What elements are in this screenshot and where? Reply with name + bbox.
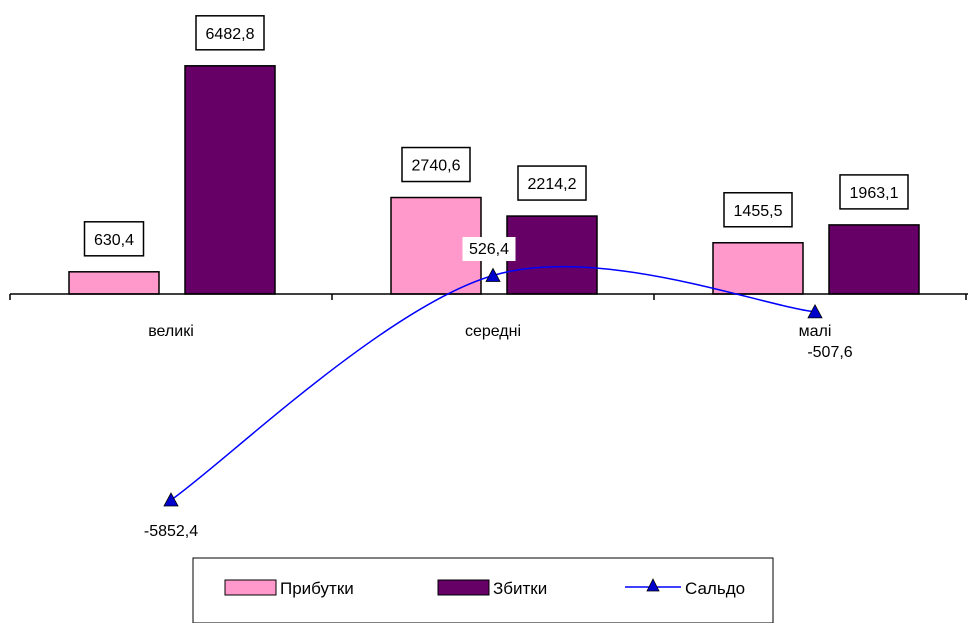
saldo-point-2 [807,304,823,319]
losses-bar-0 [184,65,276,295]
category-label-0: великі [148,323,194,340]
profits-label-2: 1455,5 [734,203,783,220]
profits-label-0-box [83,221,145,257]
losses-label-0-box [195,15,265,51]
saldo-series [163,265,823,507]
legend-triangle-icon [646,578,660,592]
legend-label-saldo: Сальдо [685,579,745,598]
losses-label-2-box [839,174,909,210]
legend: Прибутки Збитки Сальдо [192,557,774,623]
profits-bar-0 [68,271,160,295]
saldo-label-2: -507,6 [807,344,852,361]
losses-label-1: 2214,2 [528,176,577,193]
losses-label-0: 6482,8 [206,26,255,43]
losses-label-2: 1963,1 [850,185,899,202]
saldo-point-0 [163,492,179,507]
x-axis: великі середні малі [9,293,968,340]
legend-swatch-losses [437,579,490,596]
profits-label-1: 2740,6 [412,158,461,175]
profits-label-1-box [401,146,471,183]
category-label-2: малі [799,323,832,340]
profits-label-2-box [723,192,793,228]
profits-bar-2 [712,242,804,295]
legend-swatch-profits [224,579,277,596]
losses-bar-1 [506,215,598,295]
profits-label-0: 630,4 [94,232,134,249]
legend-label-profits: Прибутки [280,579,354,598]
bar-group [68,65,920,295]
losses-label-1-box [517,165,587,201]
saldo-line [170,265,816,501]
legend-label-losses: Збитки [493,579,547,598]
saldo-label-0: -5852,4 [144,523,198,540]
data-labels: 630,4 2740,6 1455,5 6482,8 2214,2 1963,1 -5852… [83,15,909,540]
category-label-1: середні [465,323,521,340]
saldo-label-bg-1 [462,237,516,261]
losses-bar-2 [828,224,920,295]
saldo-label-1: 526,4 [469,241,509,258]
saldo-point-1 [485,267,501,282]
